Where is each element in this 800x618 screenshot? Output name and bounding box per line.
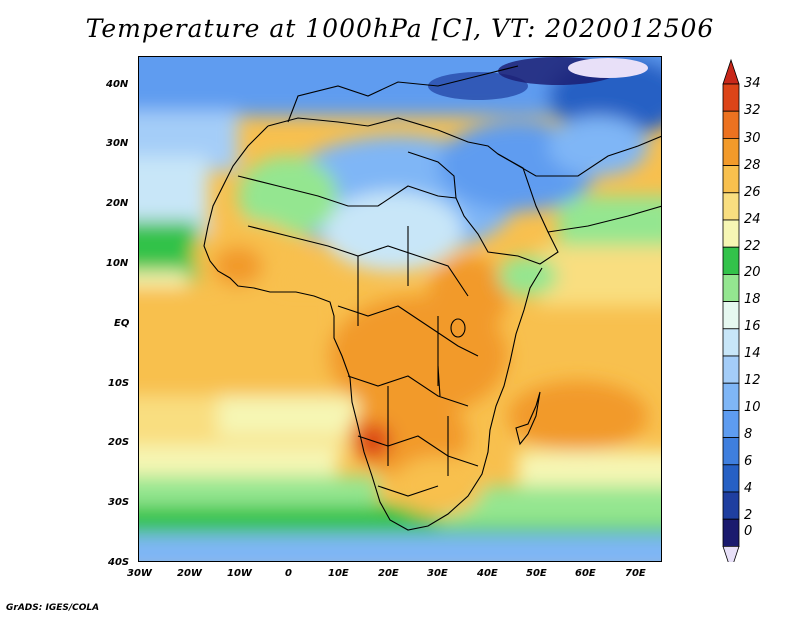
x-tick-label: 20W <box>177 568 202 579</box>
colorbar-segment <box>722 138 740 167</box>
colorbar-label: 8 <box>744 427 753 442</box>
colorbar-label: 4 <box>744 481 753 496</box>
colorbar-segment <box>722 192 740 221</box>
colorbar-label: 26 <box>744 185 761 200</box>
x-tick-label: 60E <box>575 568 596 579</box>
y-tick-label: 30N <box>106 138 129 149</box>
x-tick-label: 20E <box>378 568 399 579</box>
colorbar-label: 14 <box>744 346 761 361</box>
y-tick-label: 10S <box>108 378 130 389</box>
colorbar-segment <box>722 83 740 112</box>
x-tick-label: 30W <box>127 568 152 579</box>
colorbar-segment <box>722 273 740 302</box>
colorbar-segment <box>722 355 740 384</box>
colorbar-arrow-top <box>722 58 740 85</box>
colorbar-segment <box>722 382 740 411</box>
colorbar-label: 24 <box>744 212 761 227</box>
colorbar-label: 30 <box>744 131 761 146</box>
x-tick-label: 0 <box>285 568 292 579</box>
colorbar-label: 34 <box>744 76 761 91</box>
colorbar-segment <box>722 409 740 438</box>
y-tick-label: 40S <box>108 557 130 568</box>
colorbar-label: 28 <box>744 158 761 173</box>
y-tick-label: 10N <box>106 258 129 269</box>
colorbar-segment <box>722 219 740 248</box>
colorbar-label: 10 <box>744 400 761 415</box>
y-tick-label: 20N <box>106 198 129 209</box>
colorbar-segment <box>722 464 740 493</box>
colorbar-segment <box>722 491 740 520</box>
colorbar-label: 32 <box>744 103 761 118</box>
y-tick-label: EQ <box>114 318 130 329</box>
y-tick-label: 20S <box>108 437 130 448</box>
colorbar-segment <box>722 518 740 547</box>
colorbar-label: 0 <box>744 524 753 539</box>
x-tick-label: 50E <box>526 568 547 579</box>
colorbar-segment <box>722 328 740 357</box>
chart-title: Temperature at 1000hPa [C], VT: 20200125… <box>85 14 715 43</box>
colorbar-segment <box>722 110 740 139</box>
x-tick-label: 70E <box>625 568 646 579</box>
temperature-map <box>138 56 662 562</box>
coastline <box>203 65 662 531</box>
y-tick-label: 30S <box>108 497 130 508</box>
x-tick-label: 10E <box>328 568 349 579</box>
colorbar-label: 18 <box>744 292 761 307</box>
colorbar <box>722 58 740 562</box>
colorbar-segment <box>722 301 740 330</box>
y-tick-label: 40N <box>106 79 129 90</box>
x-tick-label: 40E <box>477 568 498 579</box>
colorbar-segment <box>722 165 740 194</box>
colorbar-segment <box>722 437 740 466</box>
x-tick-label: 10W <box>227 568 252 579</box>
colorbar-arrow-bottom <box>722 545 740 562</box>
colorbar-label: 12 <box>744 373 761 388</box>
colorbar-label: 22 <box>744 239 761 254</box>
colorbar-label: 2 <box>744 508 753 523</box>
colorbar-label: 20 <box>744 265 761 280</box>
colorbar-label: 6 <box>744 454 753 469</box>
colorbar-label: 16 <box>744 319 761 334</box>
credit-text: GrADS: IGES/COLA <box>6 603 100 613</box>
colorbar-segment <box>722 246 740 275</box>
x-tick-label: 30E <box>427 568 448 579</box>
